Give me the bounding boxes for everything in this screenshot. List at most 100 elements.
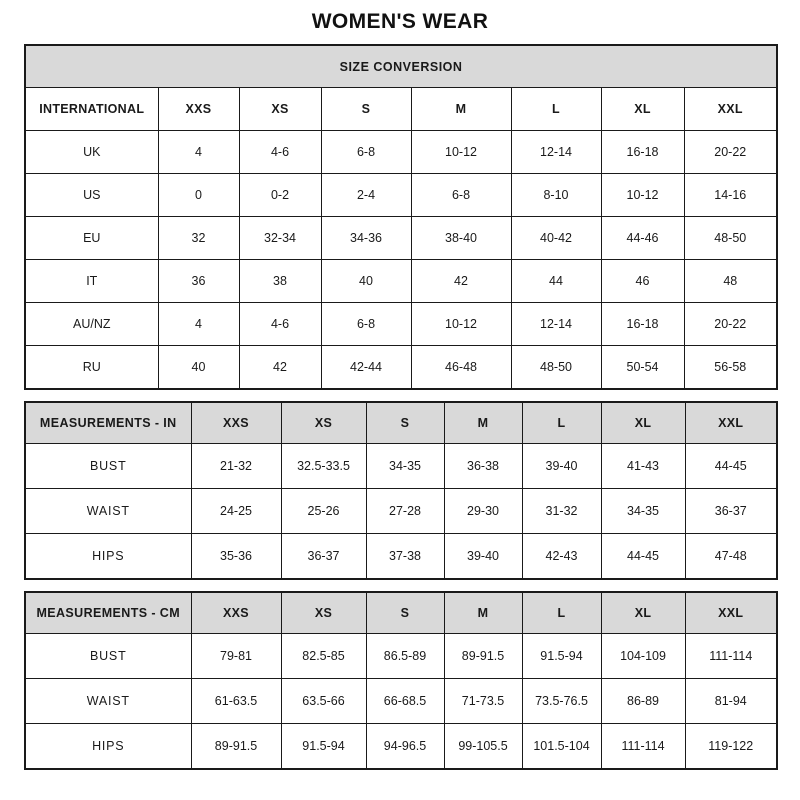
row-label: HIPS	[24, 723, 192, 769]
table-cell: 46-48	[410, 345, 512, 389]
table-cell: 50-54	[600, 345, 685, 389]
column-header-s: S	[365, 591, 445, 634]
row-label: BUST	[24, 443, 192, 489]
table-cell: 42-44	[320, 345, 412, 389]
row-label: RU	[24, 345, 159, 389]
table-cell: 48-50	[683, 216, 778, 260]
table-cell: 36-38	[443, 443, 523, 489]
table-cell: 4-6	[238, 302, 322, 346]
table-cell: 63.5-66	[280, 678, 367, 724]
table-cell: 40-42	[510, 216, 602, 260]
table-cell: 0-2	[238, 173, 322, 217]
table-cell: 29-30	[443, 488, 523, 534]
column-header-xxs: XXS	[157, 87, 240, 131]
column-header-s: S	[365, 401, 445, 444]
column-header-xl: XL	[600, 87, 685, 131]
row-label: UK	[24, 130, 159, 174]
table-header-row: MEASUREMENTS - IN XXS XS S M L XL XXL	[24, 401, 778, 444]
table-cell: 99-105.5	[443, 723, 523, 769]
table-cell: 48-50	[510, 345, 602, 389]
table-cell: 20-22	[683, 130, 778, 174]
table-cell: 47-48	[684, 533, 778, 579]
table-cell: 89-91.5	[190, 723, 282, 769]
column-header-measurements-cm: MEASUREMENTS - CM	[24, 591, 192, 634]
column-header-xl: XL	[600, 591, 686, 634]
column-header-xxs: XXS	[190, 591, 282, 634]
table-cell: 0	[157, 173, 240, 217]
table-cell: 35-36	[190, 533, 282, 579]
size-conversion-band-label: SIZE CONVERSION	[24, 44, 778, 88]
table-cell: 6-8	[320, 302, 412, 346]
measurements-in-table: MEASUREMENTS - IN XXS XS S M L XL XXL BU…	[24, 400, 778, 580]
table-cell: 31-32	[521, 488, 602, 534]
table-cell: 61-63.5	[190, 678, 282, 724]
table-cell: 34-35	[600, 488, 686, 534]
row-label: US	[24, 173, 159, 217]
table-cell: 111-114	[600, 723, 686, 769]
page-title: WOMEN'S WEAR	[311, 10, 489, 33]
table-cell: 21-32	[190, 443, 282, 489]
table-cell: 4	[157, 302, 240, 346]
table-row: BUST 21-32 32.5-33.5 34-35 36-38 39-40 4…	[24, 443, 778, 489]
table-cell: 4-6	[238, 130, 322, 174]
table-cell: 86.5-89	[365, 633, 445, 679]
table-cell: 36-37	[280, 533, 367, 579]
table-cell: 40	[157, 345, 240, 389]
table-cell: 42	[410, 259, 512, 303]
table-cell: 20-22	[683, 302, 778, 346]
row-label: AU/NZ	[24, 302, 159, 346]
row-label: IT	[24, 259, 159, 303]
row-label: HIPS	[24, 533, 192, 579]
table-cell: 66-68.5	[365, 678, 445, 724]
table-cell: 14-16	[683, 173, 778, 217]
table-cell: 44-46	[600, 216, 685, 260]
table-header-row: MEASUREMENTS - CM XXS XS S M L XL XXL	[24, 591, 778, 634]
table-row: HIPS 89-91.5 91.5-94 94-96.5 99-105.5 10…	[24, 723, 778, 769]
column-header-l: L	[510, 87, 602, 131]
table-cell: 6-8	[410, 173, 512, 217]
table-cell: 10-12	[600, 173, 685, 217]
table-cell: 2-4	[320, 173, 412, 217]
column-header-xxl: XXL	[684, 591, 778, 634]
table-cell: 32.5-33.5	[280, 443, 367, 489]
column-header-xs: XS	[280, 591, 367, 634]
column-header-xs: XS	[238, 87, 322, 131]
table-cell: 119-122	[684, 723, 778, 769]
table-cell: 56-58	[683, 345, 778, 389]
table-cell: 10-12	[410, 302, 512, 346]
table-cell: 40	[320, 259, 412, 303]
column-header-xs: XS	[280, 401, 367, 444]
table-cell: 73.5-76.5	[521, 678, 602, 724]
table-cell: 44	[510, 259, 602, 303]
table-cell: 4	[157, 130, 240, 174]
table-cell: 27-28	[365, 488, 445, 534]
table-cell: 91.5-94	[280, 723, 367, 769]
table-cell: 91.5-94	[521, 633, 602, 679]
table-cell: 34-35	[365, 443, 445, 489]
measurements-cm-table: MEASUREMENTS - CM XXS XS S M L XL XXL BU…	[24, 590, 778, 770]
column-header-m: M	[410, 87, 512, 131]
table-cell: 82.5-85	[280, 633, 367, 679]
table-cell: 38	[238, 259, 322, 303]
column-header-xxl: XXL	[683, 87, 778, 131]
table-cell: 44-45	[600, 533, 686, 579]
column-header-measurements-in: MEASUREMENTS - IN	[24, 401, 192, 444]
table-cell: 32-34	[238, 216, 322, 260]
table-cell: 46	[600, 259, 685, 303]
table-cell: 71-73.5	[443, 678, 523, 724]
column-header-xl: XL	[600, 401, 686, 444]
table-row: AU/NZ 4 4-6 6-8 10-12 12-14 16-18 20-22	[24, 302, 778, 346]
row-label: WAIST	[24, 488, 192, 534]
table-cell: 16-18	[600, 130, 685, 174]
table-cell: 39-40	[521, 443, 602, 489]
table-cell: 37-38	[365, 533, 445, 579]
size-conversion-table: SIZE CONVERSION INTERNATIONAL XXS XS S M…	[24, 44, 779, 390]
table-cell: 42	[238, 345, 322, 389]
table-cell: 32	[157, 216, 240, 260]
table-cell: 44-45	[684, 443, 778, 489]
table-cell: 36-37	[684, 488, 778, 534]
row-label: WAIST	[24, 678, 192, 724]
table-header-row: INTERNATIONAL XXS XS S M L XL XXL	[24, 87, 778, 131]
column-header-xxl: XXL	[684, 401, 778, 444]
